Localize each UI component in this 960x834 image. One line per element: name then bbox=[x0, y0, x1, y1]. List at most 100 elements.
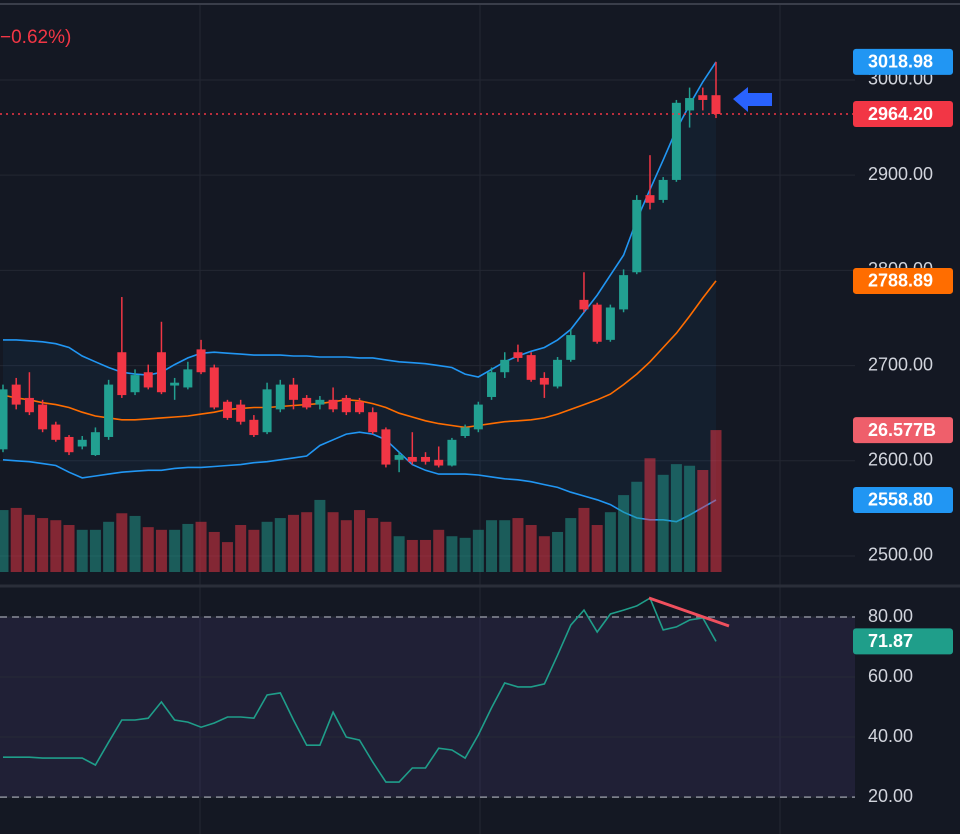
volume-bar bbox=[472, 529, 484, 572]
badge-label: 2964.20 bbox=[868, 104, 933, 124]
band-line bbox=[2, 431, 717, 523]
volume-bar bbox=[301, 512, 313, 572]
candle-body bbox=[566, 335, 576, 360]
volume-bar bbox=[103, 521, 115, 572]
arrow-icon bbox=[733, 87, 772, 112]
value-badge bbox=[853, 48, 953, 75]
volume-bar bbox=[657, 474, 669, 572]
candle-body bbox=[24, 397, 34, 413]
volume-bar bbox=[618, 495, 630, 572]
volume-bar bbox=[499, 520, 511, 572]
volume-bar bbox=[684, 465, 696, 572]
rsi-level-fill bbox=[0, 617, 855, 798]
volume-bar bbox=[287, 514, 299, 572]
volume-bar bbox=[538, 536, 550, 572]
volume-bar bbox=[367, 518, 379, 572]
candle-body bbox=[460, 427, 470, 437]
candle-body bbox=[315, 399, 325, 405]
candle-body bbox=[90, 432, 100, 456]
candle-body bbox=[38, 404, 48, 430]
candle-body bbox=[341, 397, 351, 413]
volume-bar bbox=[261, 521, 273, 572]
candle-body bbox=[328, 399, 338, 410]
y-tick-label: 2600.00 bbox=[868, 450, 933, 470]
volume-bar bbox=[182, 523, 194, 572]
candle-body bbox=[487, 372, 497, 397]
candle-body bbox=[592, 304, 602, 342]
value-badge bbox=[853, 267, 953, 294]
badge-label: 2558.80 bbox=[868, 490, 933, 510]
volume-bar bbox=[670, 464, 682, 572]
candle-body bbox=[262, 389, 272, 433]
candle-body bbox=[77, 439, 87, 447]
volume-bar bbox=[525, 525, 537, 572]
volume-bar bbox=[235, 525, 247, 572]
volume-bar bbox=[591, 525, 603, 572]
badge-label: 71.87 bbox=[868, 631, 913, 651]
plot bbox=[0, 61, 855, 798]
rsi-tick-label: 60.00 bbox=[868, 666, 913, 686]
volume-bar bbox=[0, 510, 9, 572]
candle-body bbox=[222, 401, 232, 418]
candle-body bbox=[0, 389, 8, 450]
value-badge bbox=[853, 417, 953, 444]
volume-bar bbox=[406, 539, 418, 572]
volume-bar bbox=[459, 537, 471, 572]
volume-bar bbox=[604, 512, 616, 572]
candle-body bbox=[645, 195, 655, 203]
candle-body bbox=[170, 382, 180, 386]
candle-body bbox=[632, 199, 642, 273]
volume-bar bbox=[697, 470, 709, 572]
candle-body bbox=[579, 299, 589, 310]
candle-body bbox=[288, 384, 298, 400]
candle-body bbox=[275, 384, 285, 410]
candle-body bbox=[539, 377, 549, 385]
change-label: −0.62%) bbox=[0, 27, 71, 48]
volume-bar bbox=[142, 527, 154, 572]
candle-body bbox=[196, 349, 206, 373]
candle-body bbox=[500, 359, 510, 373]
volume-bar bbox=[195, 521, 207, 572]
volume-bar bbox=[169, 529, 181, 572]
volume-bar bbox=[63, 525, 75, 572]
volume-bar bbox=[565, 518, 577, 572]
volume-bar bbox=[420, 539, 432, 572]
candle-body bbox=[619, 275, 629, 310]
rsi-line bbox=[3, 596, 717, 783]
candle-body bbox=[117, 352, 127, 396]
rsi-tick-label: 20.00 bbox=[868, 786, 913, 806]
badge-label: 26.577B bbox=[868, 420, 936, 440]
volume-bar bbox=[631, 481, 643, 572]
candle-body bbox=[209, 367, 219, 408]
badge-label: 2788.89 bbox=[868, 271, 933, 291]
candle-body bbox=[368, 412, 378, 433]
y-tick-label: 2900.00 bbox=[868, 164, 933, 184]
volume-bar bbox=[50, 520, 62, 572]
volume-bar bbox=[116, 513, 128, 572]
value-badge bbox=[853, 101, 953, 128]
candle-body bbox=[156, 352, 166, 393]
volume-bar bbox=[314, 499, 326, 572]
candle-body bbox=[658, 179, 668, 200]
volume-bar bbox=[274, 518, 286, 572]
volume-bar bbox=[129, 515, 141, 572]
volume-bar bbox=[578, 507, 590, 572]
candle-body bbox=[249, 419, 259, 436]
volume-bar bbox=[89, 529, 101, 572]
volume-bar bbox=[10, 507, 22, 572]
value-badge bbox=[853, 486, 953, 513]
candle-body bbox=[130, 375, 140, 393]
badge-label: 3018.98 bbox=[868, 52, 933, 72]
candle-body bbox=[407, 456, 417, 462]
divergence-line bbox=[648, 596, 730, 628]
volume-bar bbox=[76, 529, 88, 572]
volume-bar bbox=[340, 520, 352, 572]
price-axis: 2500.002600.002700.002800.002900.003000.… bbox=[853, 48, 953, 806]
volume-bar bbox=[354, 510, 365, 572]
candle-body bbox=[473, 404, 483, 430]
volume-bar bbox=[208, 531, 220, 572]
volume-bar bbox=[248, 529, 260, 572]
volume-bar bbox=[155, 529, 167, 572]
candle-body bbox=[447, 439, 457, 466]
candle-body bbox=[526, 355, 536, 380]
